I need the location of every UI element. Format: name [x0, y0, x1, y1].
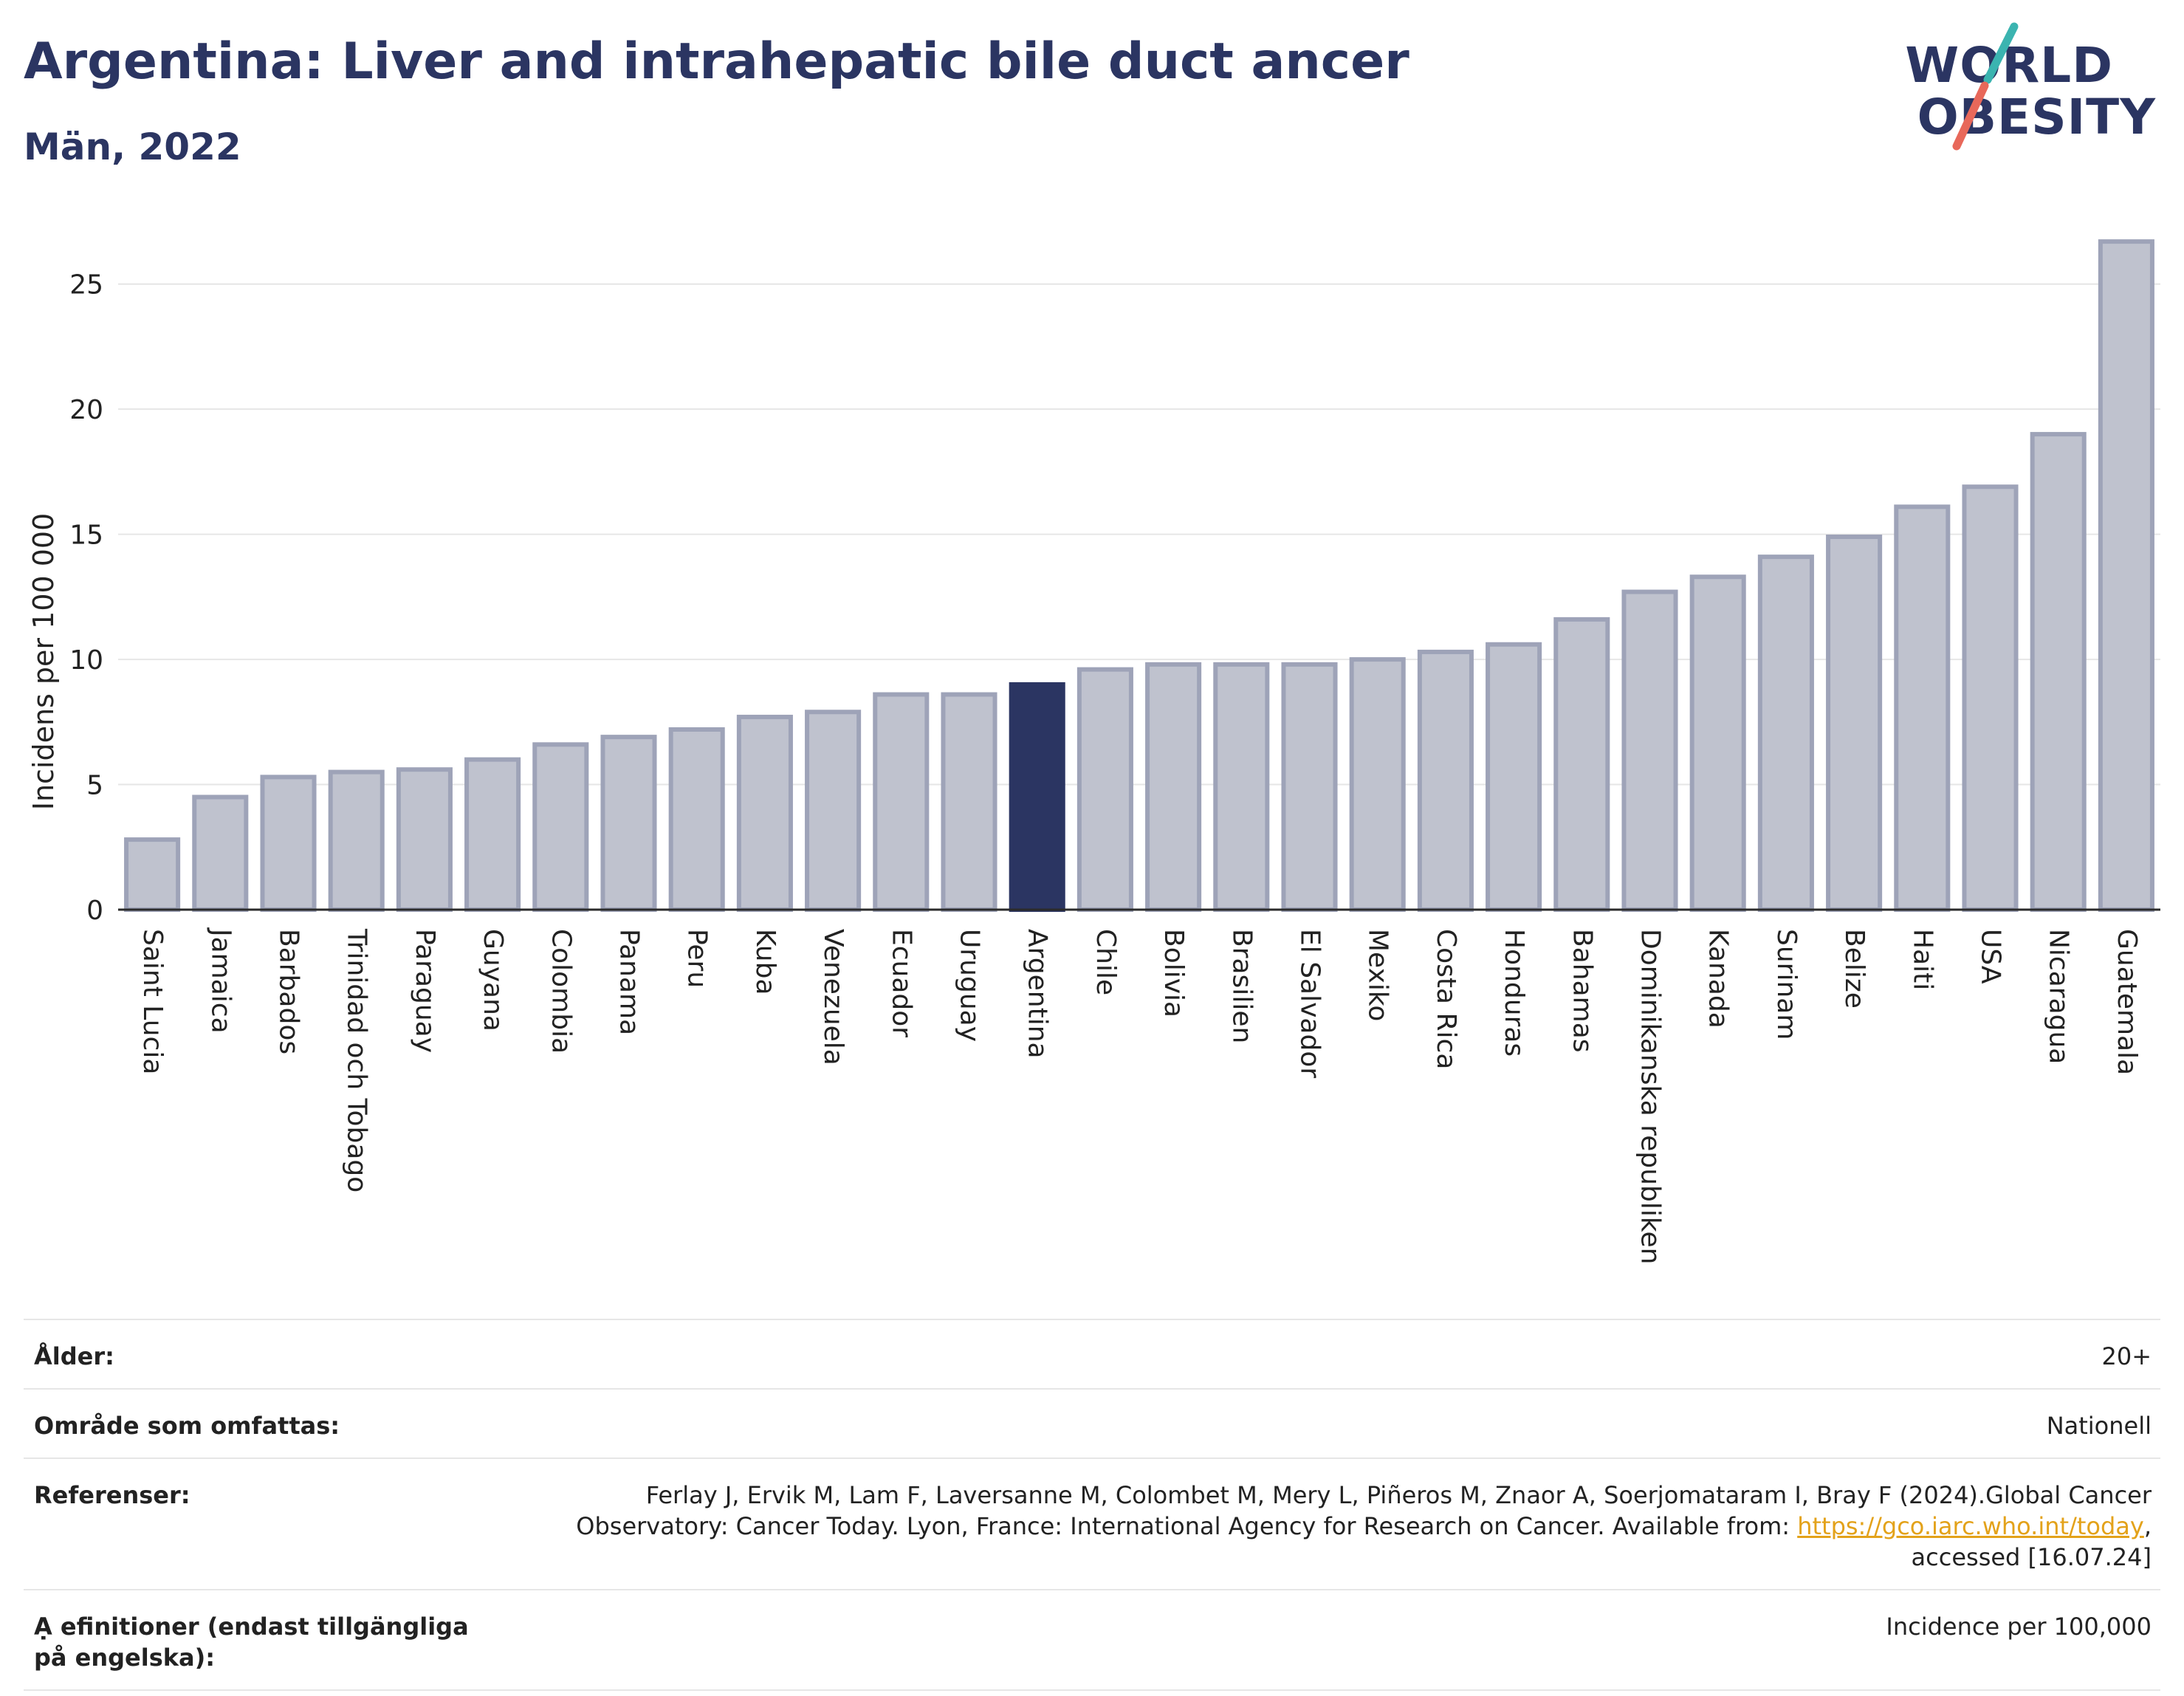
world-obesity-logo: WORLD OBESITY: [1905, 21, 2171, 161]
bar-mexiko: [1349, 657, 1406, 912]
y-axis-label: Incidens per 100 000: [27, 513, 60, 811]
info-row-definitions: Ạ efinitioner (endast tillgängliga på en…: [24, 1589, 2160, 1691]
chart-subtitle: Män, 2022: [24, 126, 241, 168]
info-value: Incidence per 100,000: [1886, 1613, 2152, 1641]
x-tick-label: Haiti: [1907, 929, 1937, 990]
x-tick-label: Kuba: [750, 929, 780, 995]
bars: [124, 239, 2154, 913]
x-tick-label: Belize: [1839, 929, 1869, 1009]
x-tick-label: Panama: [614, 929, 645, 1035]
bar-ecuador: [873, 692, 930, 913]
y-tick-label: 0: [86, 896, 103, 926]
info-key: Område som omfattas:: [34, 1412, 340, 1440]
bar-trinidad-och-tobago: [328, 769, 385, 912]
x-tick-label: Guatemala: [2112, 929, 2142, 1075]
x-tick-label: Nicaragua: [2044, 929, 2074, 1064]
bar-chart: 0 5 10 15 20 25 Saint Lucia Jamaica Barbados Tri…: [27, 239, 2160, 1264]
bar-jamaica: [192, 794, 249, 912]
bar-chile: [1076, 667, 1133, 912]
x-tick-label: Venezuela: [818, 929, 848, 1065]
bar-kanada: [1689, 574, 1746, 912]
bar-panama: [600, 735, 657, 912]
y-tick-labels: 0 5 10 15 20 25: [69, 270, 103, 926]
bar-bahamas: [1553, 617, 1610, 913]
bar-surinam: [1757, 555, 1814, 912]
bar-kuba: [736, 715, 793, 912]
info-key: Ạ efinitioner (endast tillgängliga på en…: [34, 1613, 469, 1672]
x-tick-label: Brasilien: [1226, 929, 1257, 1043]
y-tick-label: 20: [69, 395, 103, 425]
bar-colombia: [532, 742, 589, 912]
bar-guatemala: [2098, 239, 2154, 912]
x-tick-label: Mexiko: [1363, 929, 1393, 1021]
info-row-area: Område som omfattas: Nationell: [24, 1388, 2160, 1458]
x-tick-label: Paraguay: [410, 929, 440, 1053]
x-tick-label: Bolivia: [1158, 929, 1189, 1017]
x-tick-label: El Salvador: [1295, 929, 1325, 1078]
x-tick-label: Ecuador: [886, 929, 916, 1037]
bar-uruguay: [941, 692, 997, 913]
bar-haiti: [1894, 504, 1951, 912]
bar-costa-rica: [1417, 649, 1474, 912]
bar-venezuela: [805, 710, 862, 913]
x-tick-label: Honduras: [1499, 929, 1529, 1057]
bar-peru: [668, 727, 725, 913]
info-value: Ferlay J, Ervik M, Lam F, Laversanne M, …: [527, 1480, 2152, 1573]
y-tick-label: 25: [69, 270, 103, 301]
x-tick-labels: Saint Lucia Jamaica Barbados Trinidad och T…: [137, 927, 2142, 1264]
x-tick-label: Argentina: [1023, 929, 1053, 1059]
bar-barbados: [260, 775, 317, 912]
bar-dominikanska-republiken: [1621, 589, 1678, 912]
bar-paraguay: [396, 767, 453, 913]
info-value: Nationell: [2046, 1412, 2152, 1440]
bar-belize: [1826, 535, 1883, 912]
reference-link[interactable]: https://gco.iarc.who.int/today: [1797, 1512, 2144, 1540]
x-tick-label: Dominikanska republiken: [1635, 929, 1666, 1264]
info-row-age: Ålder: 20+: [24, 1319, 2160, 1388]
info-key: Ålder:: [34, 1342, 114, 1370]
bar-honduras: [1486, 642, 1542, 912]
bar-brasilien: [1213, 662, 1270, 912]
x-tick-label: Surinam: [1771, 929, 1802, 1040]
info-value: 20+: [2101, 1342, 2152, 1370]
logo-text-obesity: OBESITY: [1917, 89, 2156, 145]
y-tick-label: 15: [69, 521, 103, 551]
bar-saint-lucia: [124, 837, 181, 913]
info-row-references: Referenser: Ferlay J, Ervik M, Lam F, La…: [24, 1458, 2160, 1589]
bar-usa: [1962, 484, 2019, 912]
grid-lines: [118, 283, 2160, 786]
reference-text: Ferlay J, Ervik M, Lam F, Laversanne M, …: [576, 1481, 2152, 1540]
reference-accessed: , accessed [16.07.24]: [1911, 1512, 2152, 1571]
x-tick-label: Kanada: [1703, 929, 1734, 1029]
bar-bolivia: [1145, 662, 1202, 912]
info-table: Ålder: 20+ Område som omfattas: Nationel…: [24, 1319, 2160, 1691]
bar-el-salvador: [1281, 662, 1338, 912]
bar-guyana: [464, 757, 521, 912]
y-tick-label: 10: [69, 645, 103, 676]
x-tick-label: USA: [1976, 929, 2006, 984]
x-tick-label: Barbados: [274, 929, 304, 1054]
logo-slash-icon: [1952, 22, 2019, 151]
x-tick-label: Trinidad och Tobago: [342, 928, 372, 1192]
x-tick-label: Peru: [682, 929, 712, 988]
y-tick-label: 5: [86, 771, 103, 801]
x-tick-label: Guyana: [478, 929, 508, 1031]
bar-argentina: [1009, 682, 1065, 912]
info-key: Referenser:: [34, 1481, 190, 1509]
chart-title: Argentina: Liver and intrahepatic bile d…: [24, 32, 1409, 91]
x-tick-label: Costa Rica: [1431, 929, 1461, 1069]
x-tick-label: Colombia: [546, 929, 576, 1054]
x-tick-label: Uruguay: [955, 929, 985, 1042]
bar-nicaragua: [2030, 432, 2087, 912]
x-tick-label: Bahamas: [1567, 929, 1597, 1053]
x-tick-label: Saint Lucia: [137, 929, 168, 1074]
x-tick-label: Chile: [1091, 929, 1121, 995]
x-tick-label: Jamaica: [205, 927, 236, 1034]
